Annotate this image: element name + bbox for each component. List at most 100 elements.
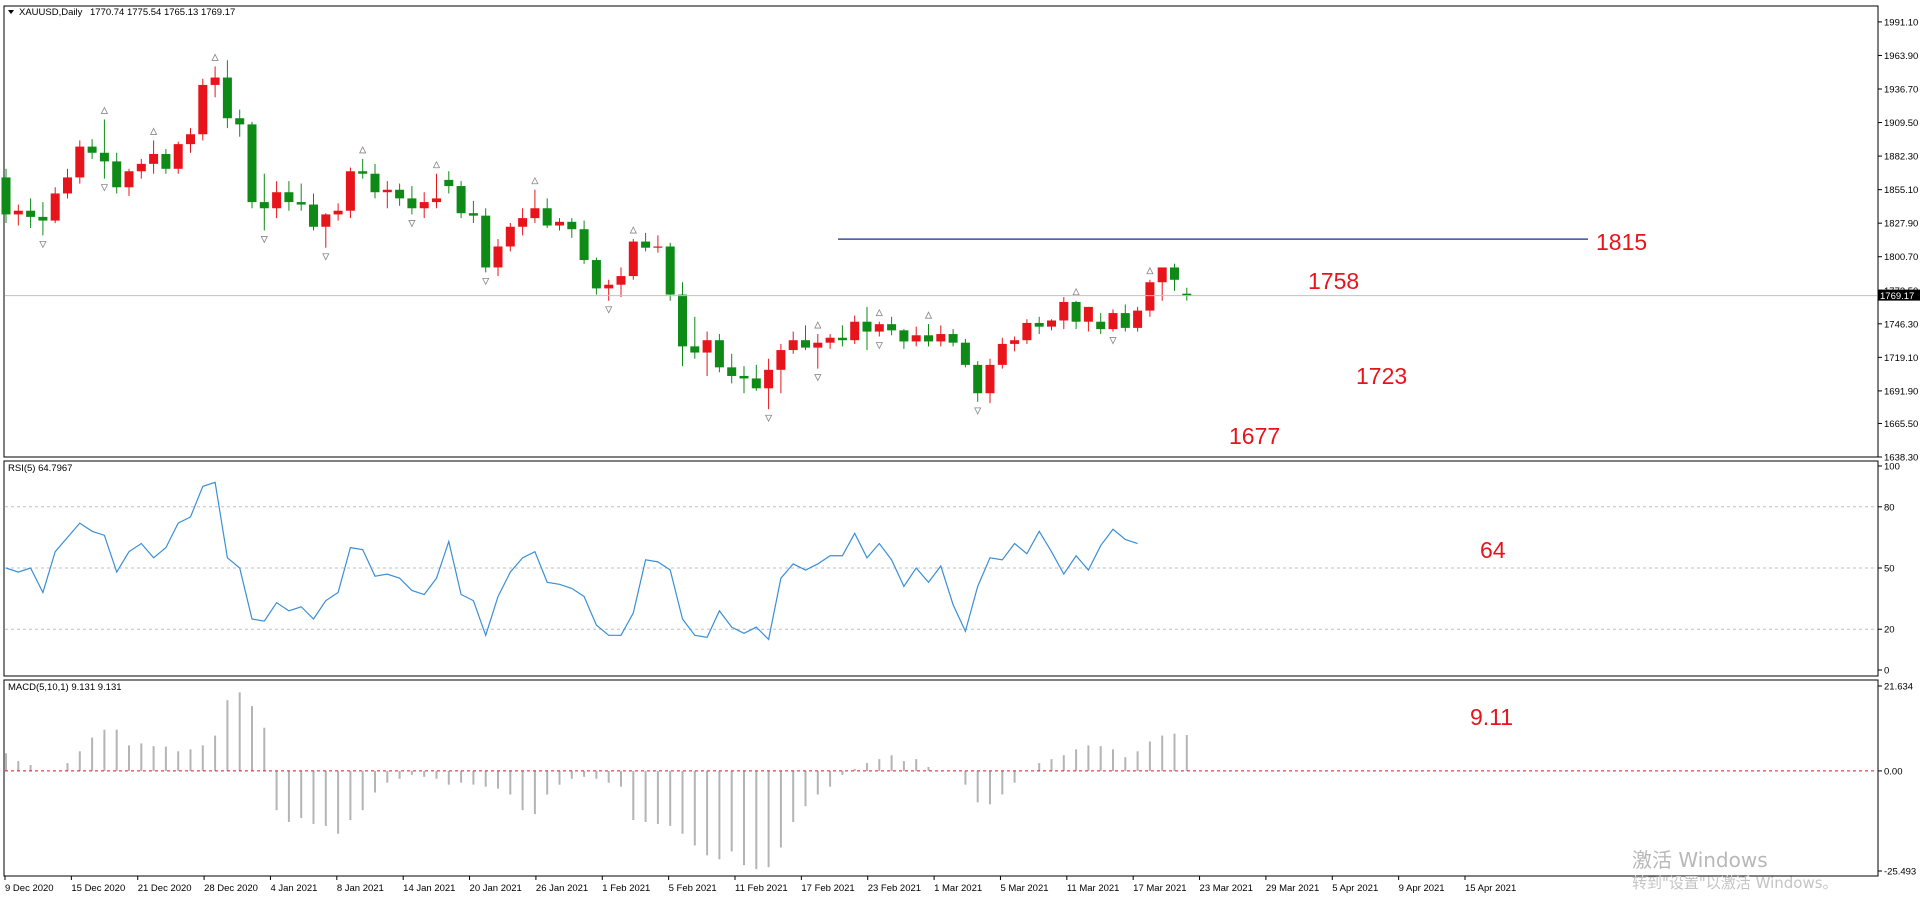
fractal-up-icon — [149, 127, 158, 135]
candle-body — [247, 124, 257, 203]
candle — [604, 279, 614, 301]
candle — [788, 331, 798, 354]
collapse-triangle-icon[interactable] — [8, 10, 14, 14]
fractal-down-icon — [482, 277, 490, 286]
candle — [358, 158, 368, 179]
candle-body — [99, 152, 109, 162]
candle-body — [136, 163, 146, 172]
candle — [985, 358, 995, 404]
time-tick-label: 14 Jan 2021 — [403, 883, 455, 894]
macd-tick-label: -25.493 — [1884, 867, 1916, 878]
candle — [948, 329, 958, 347]
time-tick-label: 5 Feb 2021 — [669, 883, 717, 894]
candle-body — [13, 210, 23, 215]
candle-body — [862, 321, 872, 332]
candle — [75, 140, 85, 184]
candle-body — [764, 369, 774, 389]
candle-body — [542, 208, 552, 226]
price-tick-label: 1691.90 — [1884, 386, 1918, 397]
candle — [776, 343, 786, 394]
candle — [1034, 316, 1044, 335]
candle-body — [837, 337, 847, 341]
fractal-up-icon — [1072, 287, 1080, 296]
candle-body — [259, 202, 269, 209]
candle — [936, 325, 946, 347]
price-tick-label: 1800.70 — [1884, 252, 1918, 263]
candle — [690, 316, 700, 359]
price-tick-label: 1963.90 — [1884, 51, 1918, 62]
candle-body — [407, 198, 417, 209]
candle-body — [1034, 322, 1044, 327]
candle — [862, 306, 872, 351]
candle — [1010, 336, 1020, 352]
candle-body — [124, 171, 134, 188]
candle — [960, 338, 970, 368]
time-tick-label: 28 Dec 2020 — [204, 883, 258, 894]
rsi-tick-label: 50 — [1884, 564, 1895, 575]
candle — [567, 218, 577, 238]
candle — [38, 202, 48, 236]
candle — [99, 119, 109, 179]
candle — [1022, 319, 1032, 344]
candle — [259, 173, 269, 231]
candle — [924, 324, 933, 347]
candle-body — [924, 335, 933, 342]
candle — [222, 60, 232, 129]
candle-body — [813, 342, 823, 348]
fractal-up-icon — [924, 311, 933, 319]
candle-body — [1047, 320, 1056, 327]
rsi-tick-label: 0 — [1884, 666, 1889, 677]
candle — [173, 141, 183, 174]
candle-body — [444, 179, 454, 187]
candle — [493, 239, 503, 277]
time-tick-label: 5 Apr 2021 — [1332, 883, 1378, 894]
price-tick-label: 1746.30 — [1884, 319, 1918, 330]
time-tick-label: 29 Mar 2021 — [1266, 883, 1319, 894]
fractal-up-icon — [432, 160, 441, 169]
candle — [653, 235, 663, 253]
time-tick-label: 23 Mar 2021 — [1200, 883, 1253, 894]
candle-body — [973, 364, 983, 394]
fractal-down-icon — [322, 253, 330, 261]
candle-body — [555, 221, 564, 226]
candle-body — [1145, 282, 1155, 311]
current-price-text: 1769.17 — [1880, 291, 1914, 302]
fractal-down-icon — [100, 184, 109, 192]
candle — [382, 181, 392, 209]
candle-body — [591, 260, 601, 289]
candle-body — [788, 340, 798, 351]
candle-body — [628, 241, 638, 277]
candle-body — [1071, 301, 1081, 322]
candle — [112, 152, 122, 194]
candle-body — [751, 378, 761, 389]
current-price-label: 1769.17 — [1878, 289, 1920, 302]
time-tick-label: 5 Mar 2021 — [1000, 883, 1048, 894]
time-tick-label: 17 Feb 2021 — [801, 883, 854, 894]
candle-body — [997, 343, 1007, 365]
candle-body — [173, 144, 183, 169]
price-tick-label: 1991.10 — [1884, 17, 1918, 28]
candle-body — [1108, 313, 1118, 330]
fractal-down-icon — [260, 236, 268, 244]
candle — [468, 200, 478, 224]
candle — [13, 204, 23, 226]
candle-body — [75, 146, 85, 178]
candle — [235, 109, 245, 137]
candle — [296, 183, 306, 211]
fractal-up-icon — [1146, 266, 1154, 275]
candle-body — [1022, 322, 1032, 341]
symbol-label: XAUUSD,Daily — [19, 7, 83, 18]
candle — [87, 139, 97, 159]
candle — [518, 208, 528, 236]
candle-body — [198, 84, 208, 135]
price-tick-label: 1638.30 — [1884, 453, 1918, 464]
fractal-down-icon — [814, 374, 822, 382]
candle — [1108, 309, 1118, 332]
candle — [530, 189, 540, 224]
main-pane-frame — [3, 5, 1879, 458]
candle-body — [419, 202, 429, 209]
candle-body — [567, 221, 577, 230]
candle-body — [493, 246, 503, 268]
candle — [764, 358, 774, 410]
